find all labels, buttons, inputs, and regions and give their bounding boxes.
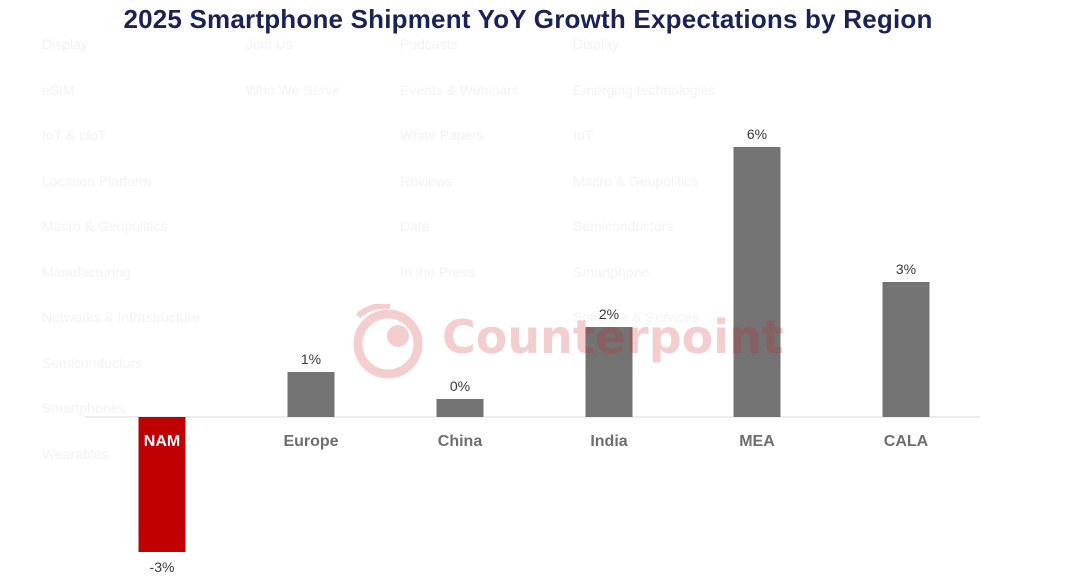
bar-india [585, 327, 633, 417]
category-label: Europe [283, 433, 338, 450]
category-label: NAM [144, 433, 180, 450]
data-label: 3% [896, 261, 916, 277]
data-label: -3% [150, 559, 175, 575]
bar-mea [733, 147, 781, 417]
category-label: MEA [739, 433, 775, 450]
data-label: 0% [450, 378, 470, 394]
data-label: 6% [747, 126, 767, 142]
data-label: 1% [301, 351, 321, 367]
category-label: China [438, 433, 483, 450]
category-label: CALA [884, 433, 929, 450]
bar-china [436, 399, 484, 417]
bar-cala [882, 282, 930, 417]
chart-title: 2025 Smartphone Shipment YoY Growth Expe… [123, 4, 933, 34]
bar-europe [287, 372, 335, 417]
bar-nam [138, 417, 186, 552]
data-label: 2% [599, 306, 619, 322]
category-label: India [590, 433, 627, 450]
